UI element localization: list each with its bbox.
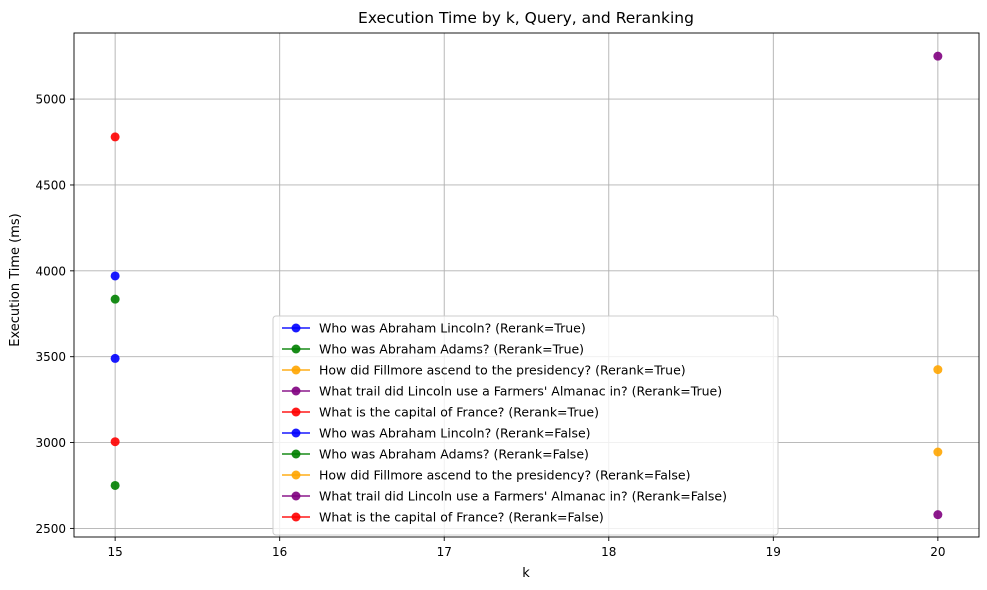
legend-item: Who was Abraham Adams? (Rerank=True)	[282, 342, 584, 357]
legend-marker	[291, 491, 301, 501]
legend-item: Who was Abraham Adams? (Rerank=False)	[282, 447, 589, 462]
data-points	[110, 51, 943, 520]
data-point	[110, 480, 120, 490]
legend-label: How did Fillmore ascend to the presidenc…	[319, 468, 690, 483]
data-point	[933, 51, 943, 61]
y-tick-label: 5000	[35, 93, 66, 107]
chart-title: Execution Time by k, Query, and Rerankin…	[358, 9, 694, 27]
legend-box	[272, 315, 779, 536]
legend-item: What is the capital of France? (Rerank=T…	[282, 405, 599, 420]
data-point	[110, 271, 120, 281]
x-tick-label: 19	[766, 545, 781, 559]
y-tick-label: 3000	[35, 436, 66, 450]
plot-frame	[73, 32, 980, 538]
y-axis-label: Execution Time (ms)	[8, 213, 23, 346]
legend-item: What trail did Lincoln use a Farmers' Al…	[282, 384, 722, 399]
data-point	[933, 365, 943, 375]
legend-marker	[291, 344, 301, 354]
data-point	[110, 437, 120, 447]
data-point	[110, 132, 120, 142]
legend-label: Who was Abraham Adams? (Rerank=True)	[319, 342, 584, 357]
x-tick-label: 15	[107, 545, 122, 559]
y-tick-label: 4000	[35, 264, 66, 278]
x-tick-label: 18	[601, 545, 616, 559]
legend-label: Who was Abraham Adams? (Rerank=False)	[319, 447, 589, 462]
x-axis-label: k	[522, 566, 530, 581]
legend-marker	[291, 449, 301, 459]
legend-item: Who was Abraham Lincoln? (Rerank=False)	[282, 426, 591, 441]
legend-label: What is the capital of France? (Rerank=T…	[319, 405, 599, 420]
legend-label: How did Fillmore ascend to the presidenc…	[319, 363, 686, 378]
legend-marker	[291, 365, 301, 375]
legend-marker	[291, 386, 301, 396]
data-point	[110, 353, 120, 363]
data-point	[933, 510, 943, 520]
y-tick-label: 4500	[35, 178, 66, 192]
legend-label: What is the capital of France? (Rerank=F…	[319, 510, 604, 525]
data-point	[933, 447, 943, 457]
data-point	[110, 294, 120, 304]
y-tick-label: 3500	[35, 350, 66, 364]
legend-marker	[291, 407, 301, 417]
legend-label: What trail did Lincoln use a Farmers' Al…	[319, 489, 727, 504]
legend-label: Who was Abraham Lincoln? (Rerank=False)	[319, 426, 591, 441]
x-tick-label: 20	[930, 545, 945, 559]
y-tick-label: 2500	[35, 522, 66, 536]
axes: 15 16 17 18 19 20 2500 3000 3500 4000 4500 5000	[35, 32, 980, 559]
legend-marker	[291, 323, 301, 333]
legend-marker	[291, 512, 301, 522]
x-tick-label: 16	[272, 545, 287, 559]
legend-label: What trail did Lincoln use a Farmers' Al…	[319, 384, 722, 399]
legend-item: What is the capital of France? (Rerank=F…	[282, 510, 604, 525]
legend-label: Who was Abraham Lincoln? (Rerank=True)	[319, 321, 586, 336]
legend-item: How did Fillmore ascend to the presidenc…	[282, 468, 690, 483]
legend: Who was Abraham Lincoln? (Rerank=True) Wh…	[272, 315, 779, 536]
legend-item: How did Fillmore ascend to the presidenc…	[282, 363, 686, 378]
grid	[74, 33, 979, 537]
legend-marker	[291, 470, 301, 480]
legend-marker	[291, 428, 301, 438]
x-tick-label: 17	[437, 545, 452, 559]
legend-item: What trail did Lincoln use a Farmers' Al…	[282, 489, 727, 504]
legend-item: Who was Abraham Lincoln? (Rerank=True)	[282, 321, 586, 336]
